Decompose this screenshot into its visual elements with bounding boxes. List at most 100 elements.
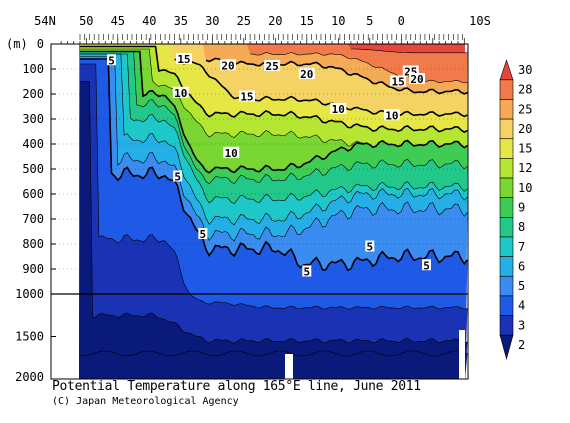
contour-label-bg bbox=[365, 240, 375, 252]
isotherm-10 bbox=[80, 50, 468, 174]
colorbar-label: 28 bbox=[518, 83, 532, 97]
contour-label-bg bbox=[175, 53, 192, 64]
x-tick-label: 54N bbox=[34, 14, 56, 28]
colorbar-label: 6 bbox=[518, 259, 525, 273]
y-tick-label: 2000 bbox=[15, 370, 44, 384]
colorbar-label: 12 bbox=[518, 161, 532, 175]
colorbar-segment bbox=[499, 59, 514, 81]
colorbar-label: 10 bbox=[518, 181, 532, 195]
contour-label: 10 bbox=[225, 147, 238, 160]
temperature-band-4 bbox=[79, 64, 468, 379]
contour-label: 5 bbox=[423, 259, 430, 272]
contour-label: 10 bbox=[174, 87, 187, 100]
contour-label-bg bbox=[264, 60, 281, 71]
contour-label-bg bbox=[223, 146, 240, 158]
y-tick-label: 700 bbox=[22, 212, 44, 226]
colorbar-segment bbox=[499, 315, 514, 336]
isotherm-3 bbox=[80, 81, 468, 344]
y-tick-label: 100 bbox=[22, 62, 44, 76]
isotherm-9 bbox=[80, 51, 468, 185]
y-tick-label: 500 bbox=[22, 162, 44, 176]
x-tick-label: 25 bbox=[237, 14, 251, 28]
contour-label-bg bbox=[302, 265, 312, 277]
contour-label: 10 bbox=[332, 103, 345, 116]
x-tick-label: 0 bbox=[398, 14, 405, 28]
contour-label: 5 bbox=[366, 241, 373, 254]
colorbar-label: 15 bbox=[518, 142, 532, 156]
x-tick-label: 50 bbox=[79, 14, 93, 28]
isotherm-20 bbox=[174, 58, 468, 118]
contour-label-bg bbox=[402, 65, 419, 77]
contour-label-bg bbox=[409, 73, 426, 84]
plot-frame bbox=[50, 43, 469, 380]
colorbar-label: 9 bbox=[518, 201, 525, 215]
x-tick-label: 15 bbox=[300, 14, 314, 28]
y-tick-label: 1500 bbox=[15, 330, 44, 344]
colorbar-segment bbox=[499, 334, 514, 360]
x-tick-label: 35 bbox=[174, 14, 188, 28]
contour-label: 15 bbox=[240, 91, 253, 104]
contour-label-bg bbox=[173, 170, 183, 182]
contour-label-bg bbox=[172, 86, 189, 98]
colorbar-segment bbox=[499, 256, 514, 277]
x-tick-label: 45 bbox=[111, 14, 125, 28]
contour-label: 25 bbox=[266, 60, 279, 73]
isotherm-2 bbox=[79, 350, 468, 357]
y-tick-label: 200 bbox=[22, 87, 44, 101]
isotherm-4 bbox=[80, 63, 468, 310]
y-tick-label: 300 bbox=[22, 112, 44, 126]
contour-label: 20 bbox=[221, 59, 234, 72]
isotherm-28 bbox=[250, 52, 468, 84]
x-tick-label: 40 bbox=[142, 14, 156, 28]
isotherm-15 bbox=[80, 45, 468, 134]
contour-label-bg bbox=[107, 54, 116, 66]
contour-label-bg bbox=[198, 228, 208, 239]
colorbar-segment bbox=[499, 275, 514, 297]
y-tick-label: 600 bbox=[22, 187, 44, 201]
contour-label-bg bbox=[238, 90, 255, 102]
colorbar-segment bbox=[499, 236, 514, 257]
colorbar-label: 7 bbox=[518, 240, 525, 254]
contour-label-bg bbox=[422, 259, 431, 271]
temperature-band-3 bbox=[79, 81, 468, 379]
chart-title: Potential Temperature along 165°E line, … bbox=[52, 379, 421, 394]
contour-label-bg bbox=[383, 109, 400, 121]
colorbar-segment bbox=[499, 79, 514, 100]
contour-label: 5 bbox=[108, 54, 115, 67]
contour-label: 20 bbox=[300, 68, 313, 81]
colorbar-segment bbox=[499, 197, 514, 218]
colorbar-label: 5 bbox=[518, 279, 525, 293]
missing-data-patch bbox=[459, 330, 465, 379]
contour-label: 20 bbox=[410, 73, 423, 86]
colorbar-label: 8 bbox=[518, 220, 525, 234]
contour-label-bg bbox=[220, 59, 237, 71]
colorbar-segment bbox=[499, 158, 514, 179]
colorbar-segment bbox=[499, 118, 514, 140]
colorbar-segment bbox=[499, 138, 514, 159]
y-tick-label: 1000 bbox=[15, 287, 44, 301]
contour-label: 15 bbox=[177, 53, 190, 66]
colorbar-label: 4 bbox=[518, 299, 525, 313]
x-tick-label: 30 bbox=[205, 14, 219, 28]
x-tick-label: 20 bbox=[268, 14, 282, 28]
contour-label-bg bbox=[298, 68, 315, 79]
contour-label: 15 bbox=[392, 76, 405, 89]
y-tick-label: 900 bbox=[22, 262, 44, 276]
colorbar-label: 2 bbox=[518, 338, 525, 352]
colorbar-segment bbox=[499, 295, 514, 316]
chart-credit: (C) Japan Meteorological Agency bbox=[52, 396, 239, 407]
colorbar-label: 20 bbox=[518, 122, 532, 136]
contour-label: 10 bbox=[385, 109, 398, 122]
contour-label: 5 bbox=[200, 228, 207, 241]
contour-label-bg bbox=[330, 103, 347, 114]
depth-unit-label: (m) bbox=[6, 37, 28, 51]
colorbar-label: 30 bbox=[518, 63, 532, 77]
colorbar-segment bbox=[499, 177, 514, 198]
temperature-band-2 bbox=[79, 351, 468, 379]
isotherm-25 bbox=[205, 57, 468, 95]
colorbar-label: 25 bbox=[518, 102, 532, 116]
contour-label: 5 bbox=[303, 266, 310, 279]
colorbar-segment bbox=[499, 217, 514, 238]
contour-label: 5 bbox=[174, 171, 181, 184]
x-tick-label: 5 bbox=[366, 14, 373, 28]
